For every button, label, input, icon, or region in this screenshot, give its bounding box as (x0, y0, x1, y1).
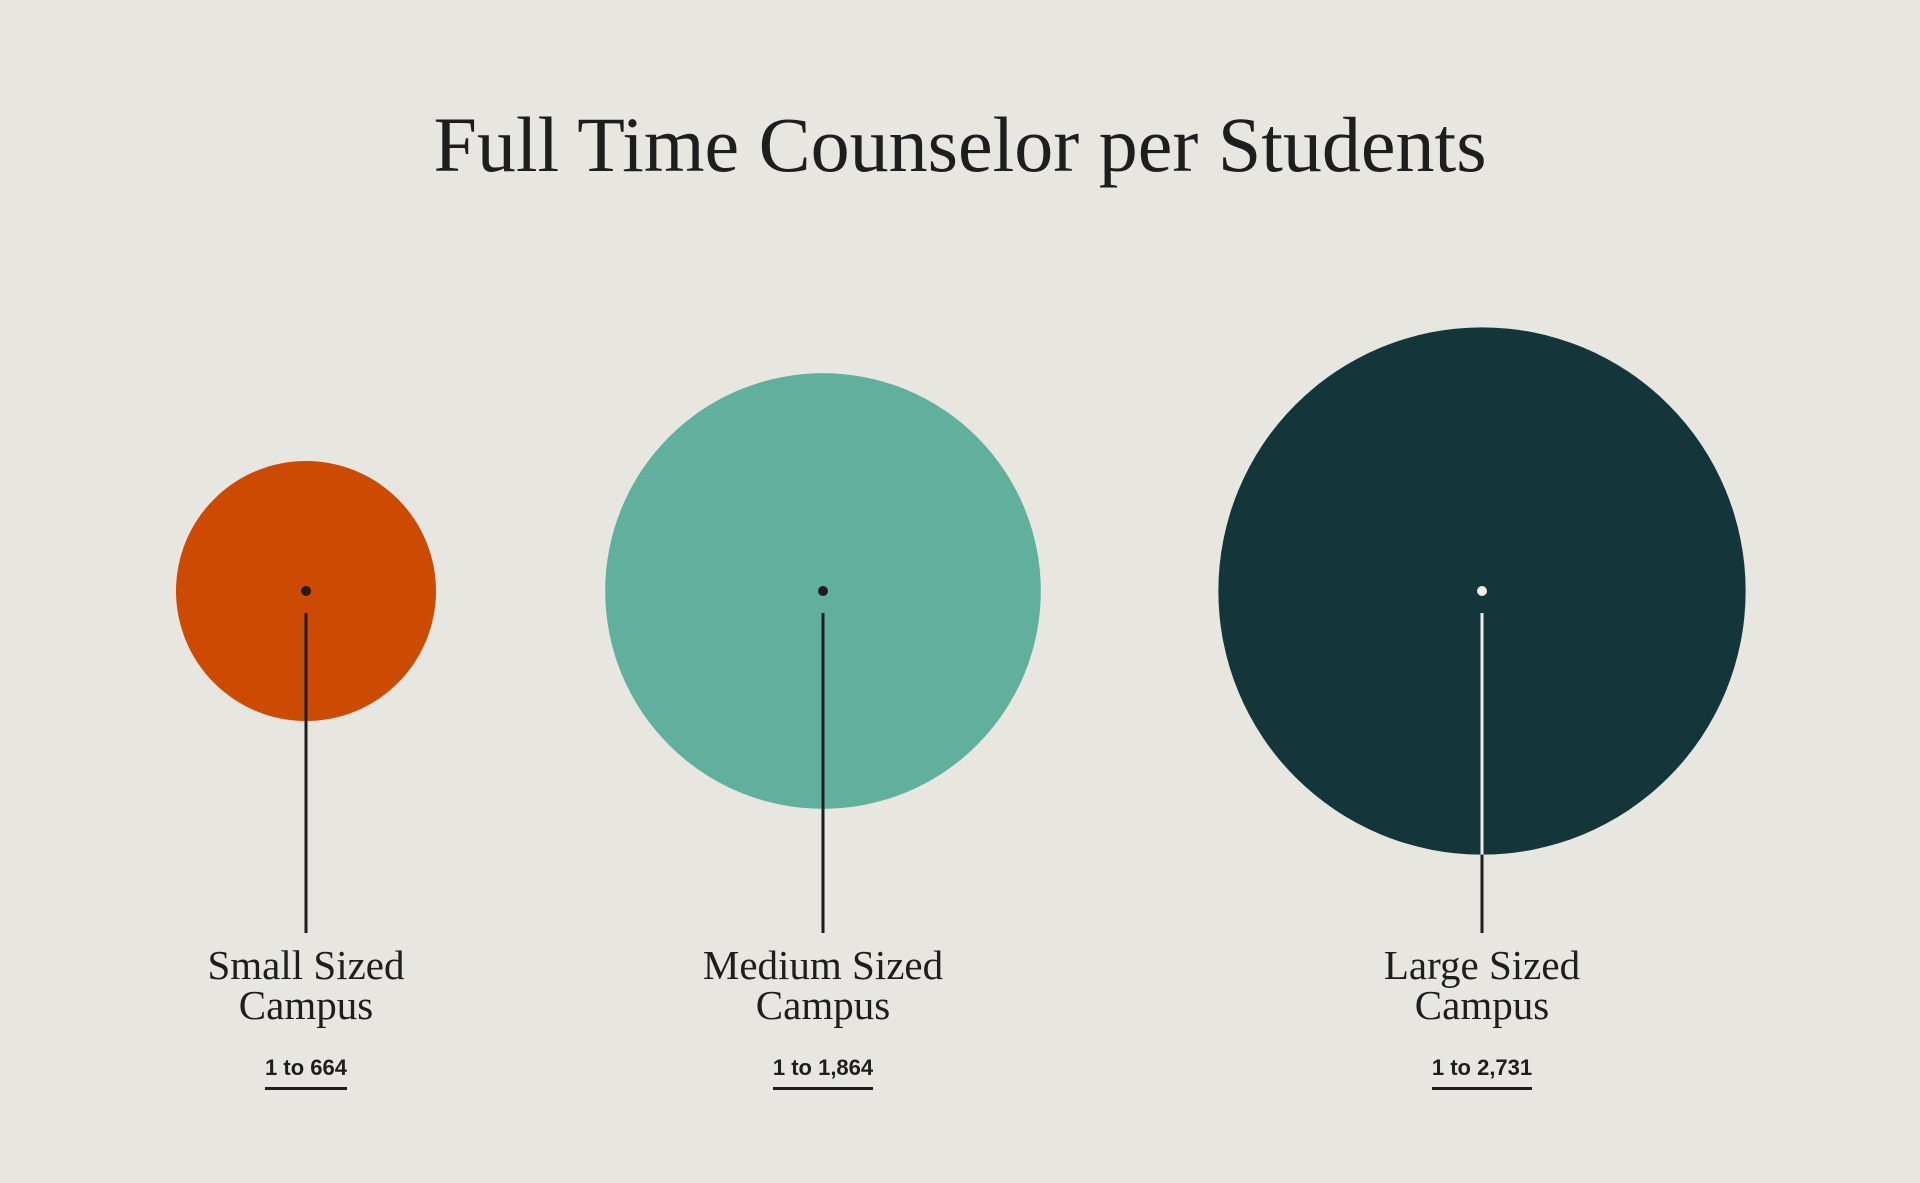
chart-title: Full Time Counselor per Students (433, 101, 1487, 188)
value-text: 1 to 2,731 (1431, 1055, 1533, 1090)
value-label: 1 to 1,864 (723, 1055, 923, 1090)
category-label: Medium Sized Campus (702, 942, 944, 1028)
value-label: 1 to 664 (206, 1055, 406, 1090)
center-dot (818, 586, 828, 596)
value-text: 1 to 1,864 (772, 1055, 874, 1090)
category-label: Large Sized Campus (1383, 942, 1581, 1028)
value-text: 1 to 664 (265, 1055, 347, 1090)
center-dot (301, 586, 311, 596)
value-label: 1 to 2,731 (1382, 1055, 1582, 1090)
category-label: Small Sized Campus (207, 942, 405, 1028)
center-dot (1477, 586, 1487, 596)
